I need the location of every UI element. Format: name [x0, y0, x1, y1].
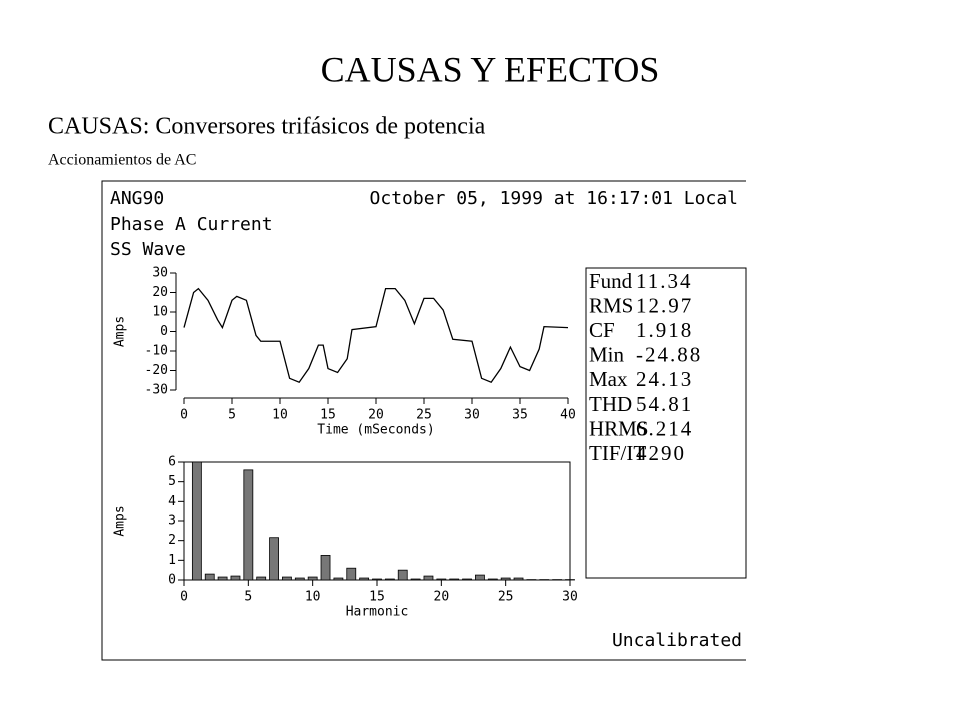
stat-value: 12.97: [636, 293, 693, 317]
harmonic-bar: [462, 578, 472, 581]
stat-label: CF: [589, 318, 615, 342]
harmonic-bar: [397, 569, 408, 581]
x-tick-label: 0: [180, 590, 188, 605]
harmonic-bar: [294, 577, 305, 581]
stat-label: RMS: [589, 293, 633, 317]
y-tick-label: 10: [152, 305, 168, 320]
harmonic-bar: [307, 576, 318, 581]
harmonic-bar: [475, 574, 485, 581]
stat-label: Min: [589, 343, 625, 367]
x-tick-label: 20: [368, 408, 384, 423]
channel: Phase A Current: [110, 214, 273, 235]
x-tick-label: 15: [369, 590, 385, 605]
y-tick-label: 6: [168, 455, 176, 470]
stat-label: HRMS: [589, 416, 649, 440]
harmonic-bar: [333, 577, 344, 581]
y-tick-label: -30: [145, 383, 168, 398]
y-tick-label: 0: [168, 573, 176, 588]
stat-label: THD: [589, 392, 632, 416]
y-axis-label: Amps: [113, 316, 128, 347]
harmonic-bar: [436, 578, 447, 581]
stat-value: 24.13: [636, 367, 693, 391]
y-tick-label: 30: [152, 266, 168, 281]
y-tick-label: 2: [168, 533, 176, 548]
stat-label: Max: [589, 367, 628, 391]
x-tick-label: 30: [562, 590, 578, 605]
status: Uncalibrated: [612, 630, 742, 651]
x-tick-label: 10: [272, 408, 288, 423]
x-axis-label: Harmonic: [346, 605, 409, 620]
harmonic-bar: [384, 578, 395, 581]
harmonic-bar: [243, 469, 254, 581]
harmonic-bar: [346, 567, 357, 581]
harmonic-bar: [423, 575, 434, 581]
y-tick-label: 0: [160, 324, 168, 339]
stat-value: 11.34: [636, 269, 692, 293]
x-axis-label: Time (mSeconds): [317, 423, 434, 438]
x-tick-label: 35: [512, 408, 528, 423]
harmonic-bar: [513, 577, 524, 581]
x-tick-label: 30: [464, 408, 480, 423]
y-tick-label: -10: [145, 344, 168, 359]
stat-value: 4290: [636, 441, 686, 465]
y-tick-label: 1: [168, 553, 176, 568]
harmonic-bar: [230, 575, 241, 581]
y-tick-label: -20: [145, 363, 168, 378]
x-tick-label: 15: [320, 408, 336, 423]
mode: SS Wave: [110, 239, 186, 260]
harmonic-bar: [191, 461, 202, 581]
stat-value: 1.918: [636, 318, 693, 342]
harmonic-bar: [487, 578, 498, 581]
x-tick-label: 40: [560, 408, 576, 423]
harmonic-bar: [500, 577, 511, 581]
harmonic-bar: [410, 578, 421, 581]
x-tick-label: 25: [416, 408, 432, 423]
harmonic-bar: [372, 578, 382, 581]
x-tick-label: 0: [180, 408, 188, 423]
slide-subtitle: CAUSAS: Conversores trifásicos de potenc…: [48, 114, 486, 140]
stat-value: 6.214: [636, 416, 693, 440]
harmonic-bar: [217, 576, 228, 581]
site: ANG90: [110, 188, 164, 209]
x-tick-label: 20: [434, 590, 450, 605]
timestamp: October 05, 1999 at 16:17:01 Local: [370, 188, 738, 209]
harmonic-bar: [256, 576, 267, 581]
slide-caption: Accionamientos de AC: [48, 152, 196, 169]
harmonic-bar: [269, 537, 279, 581]
panel-frame: [101, 180, 746, 661]
plot-frame: [183, 461, 571, 581]
x-tick-label: 5: [228, 408, 236, 423]
x-tick-label: 5: [244, 590, 252, 605]
harmonic-bar: [204, 573, 215, 581]
y-tick-label: 20: [152, 285, 168, 300]
harmonic-bar: [320, 555, 331, 581]
harmonic-bar: [282, 576, 292, 581]
y-tick-label: 3: [168, 514, 176, 529]
harmonic-bar: [359, 577, 370, 581]
slide-title: CAUSAS Y EFECTOS: [321, 49, 660, 89]
stats-box: [585, 267, 747, 579]
harmonic-bar: [449, 578, 460, 581]
x-tick-label: 10: [305, 590, 321, 605]
y-tick-label: 4: [168, 494, 176, 509]
x-tick-label: 25: [498, 590, 514, 605]
y-axis-label: Amps: [113, 505, 128, 536]
stat-label: TIF/IT: [589, 441, 646, 465]
waveform: [183, 287, 569, 383]
stat-label: Fund: [589, 269, 633, 293]
stat-value: 54.81: [636, 392, 693, 416]
y-tick-label: 5: [168, 474, 176, 489]
stat-value: -24.88: [636, 343, 702, 367]
